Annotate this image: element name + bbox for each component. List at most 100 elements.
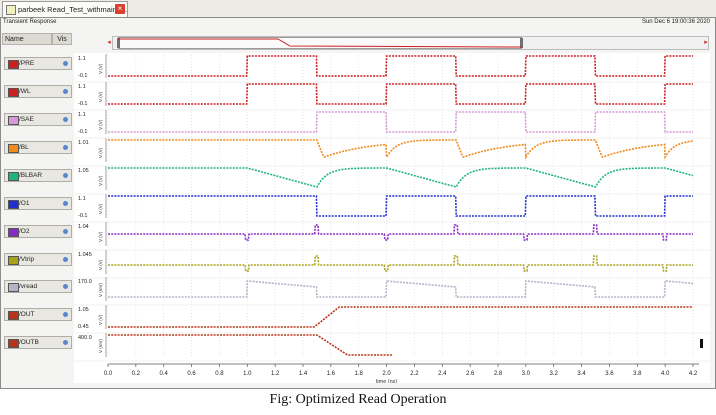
x-tick-label: 3.4 (577, 371, 586, 377)
y-unit-label: V (V) (98, 175, 103, 186)
signal-trace (108, 55, 693, 77)
y-tick-top: 170.0 (78, 279, 92, 285)
x-tick-label: 2.0 (382, 371, 391, 377)
timestamp: Sun Dec 6 19:00:36 2020 (641, 19, 710, 25)
x-tick-label: 3.2 (550, 371, 559, 377)
signal-name: /O2 (19, 228, 30, 235)
scroll-left-arrow-icon[interactable]: ◂ (107, 39, 111, 46)
y-tick-top: 1.04 (78, 224, 89, 230)
signal-color-swatch[interactable] (8, 228, 19, 237)
visibility-eye-icon[interactable] (63, 312, 68, 317)
scrollbar-left-handle[interactable] (117, 38, 120, 48)
waveform-wl: 1.1 -0.1 V (V) (74, 82, 710, 111)
visibility-eye-icon[interactable] (63, 61, 68, 66)
y-unit-label: V (mV) (98, 282, 103, 297)
signal-row[interactable]: /WL (4, 85, 72, 98)
x-tick-label: 2.4 (438, 371, 447, 377)
waveform-outb: 400.0 V (mV) (74, 333, 710, 362)
visibility-eye-icon[interactable] (63, 340, 68, 345)
signal-row[interactable]: /PRE (4, 57, 72, 70)
signal-trace (108, 255, 693, 272)
y-unit-label: V (V) (98, 314, 103, 325)
waveform-pre: 1.1 -0.1 V (V) (74, 54, 710, 83)
y-unit-label: V (V) (98, 91, 103, 102)
signal-trace (108, 167, 694, 188)
y-tick-top: 1.05 (78, 307, 89, 313)
y-tick-bottom: -0.1 (78, 129, 87, 135)
signal-name: /SAE (19, 116, 34, 123)
y-tick-top: 1.1 (78, 196, 86, 202)
x-tick-label: 4.0 (661, 371, 670, 377)
y-tick-bottom: -0.1 (78, 101, 87, 107)
y-unit-label: V (mV) (98, 338, 103, 353)
signal-color-swatch[interactable] (8, 116, 19, 125)
plot-background (74, 53, 710, 383)
y-tick-bottom: 0.45 (78, 324, 89, 330)
signal-row[interactable]: /SAE (4, 113, 72, 126)
visibility-eye-icon[interactable] (63, 284, 68, 289)
y-tick-top: 1.045 (78, 252, 92, 258)
signal-row[interactable]: /BL (4, 141, 72, 154)
signal-color-swatch[interactable] (8, 60, 19, 69)
visibility-eye-icon[interactable] (63, 145, 68, 150)
scrollbar-right-handle[interactable] (520, 38, 523, 48)
y-unit-label: V (V) (98, 119, 103, 130)
signal-color-swatch[interactable] (8, 256, 19, 265)
x-tick-label: 0.6 (187, 371, 196, 377)
signal-color-swatch[interactable] (8, 144, 19, 153)
signal-color-swatch[interactable] (8, 200, 19, 209)
signal-row[interactable]: /OUT (4, 308, 72, 321)
x-tick-label: 1.2 (271, 371, 280, 377)
visibility-eye-icon[interactable] (63, 117, 68, 122)
signal-trace (108, 111, 693, 133)
visibility-eye-icon[interactable] (63, 229, 68, 234)
signal-row[interactable]: /O2 (4, 225, 72, 238)
signal-color-swatch[interactable] (8, 88, 19, 97)
x-tick-label: 1.8 (355, 371, 364, 377)
signal-row[interactable]: /OUTB (4, 336, 72, 349)
y-unit-label: V (V) (98, 203, 103, 214)
signal-color-swatch[interactable] (8, 283, 19, 292)
y-tick-top: 1.05 (78, 168, 89, 174)
x-tick-label: 3.8 (633, 371, 642, 377)
waveform-o1: 1.1 -0.1 V (V) (74, 194, 710, 223)
visibility-eye-icon[interactable] (63, 257, 68, 262)
waveform-plot: 1.1-0.1V (V)1.1-0.1V (V)1.1-0.1V (V)1.01… (74, 53, 710, 383)
signal-trace (108, 306, 693, 328)
signal-name: /BL (19, 144, 29, 151)
tab-results[interactable]: parbeek Read_Test_withmainP... × (2, 1, 128, 17)
x-tick-label: 2.2 (410, 371, 419, 377)
signal-name: /WL (19, 88, 31, 95)
y-unit-label: V (V) (98, 147, 103, 158)
x-tick-label: 1.4 (299, 371, 308, 377)
signal-list-header-name[interactable]: Name (2, 33, 52, 45)
y-tick-bottom: -0.1 (78, 213, 87, 219)
visibility-eye-icon[interactable] (63, 173, 68, 178)
cursor-marker[interactable] (700, 339, 703, 348)
scroll-right-arrow-icon[interactable]: ▸ (704, 39, 708, 46)
close-icon[interactable]: × (115, 4, 125, 14)
waveform-vread: 170.0 V (mV) (74, 277, 710, 306)
waveform-blbar: 1.05 V (V) (74, 166, 710, 195)
signal-row[interactable]: /BLBAR (4, 169, 72, 182)
figure-caption: Fig: Optimized Read Operation (269, 392, 447, 407)
signal-row[interactable]: /Vtrip (4, 253, 72, 266)
visibility-eye-icon[interactable] (63, 201, 68, 206)
signal-name: /O1 (19, 200, 30, 207)
signal-list-header-vis[interactable]: Vis (52, 33, 72, 45)
signal-row[interactable]: /vread (4, 280, 72, 293)
visibility-eye-icon[interactable] (63, 89, 68, 94)
signal-trace (108, 195, 693, 217)
signal-color-swatch[interactable] (8, 172, 19, 181)
x-tick-label: 3.6 (605, 371, 614, 377)
x-tick-label: 0.8 (215, 371, 224, 377)
y-tick-bottom: -0.1 (78, 73, 87, 79)
signal-trace (108, 83, 693, 105)
signal-row[interactable]: /O1 (4, 197, 72, 210)
signal-color-swatch[interactable] (8, 339, 19, 348)
signal-name: /PRE (19, 60, 35, 67)
signal-name: /OUT (19, 311, 35, 318)
y-tick-top: 1.1 (78, 56, 86, 62)
x-tick-label: 3.0 (522, 371, 531, 377)
signal-color-swatch[interactable] (8, 311, 19, 320)
